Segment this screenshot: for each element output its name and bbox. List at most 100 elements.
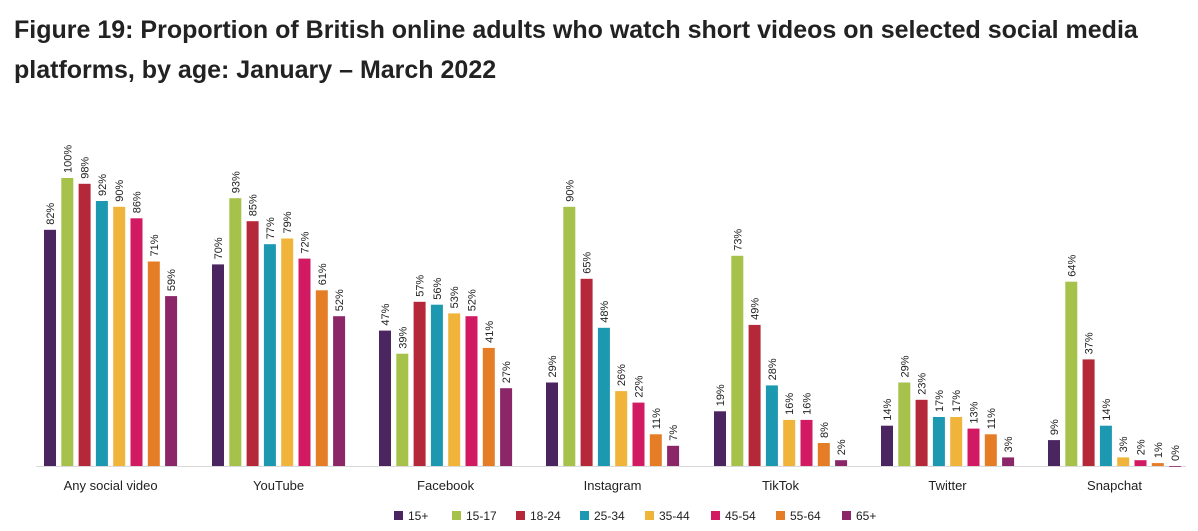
data-label-any-social-video-55-64: 71% [149, 234, 161, 256]
category-label-twitter: Twitter [928, 478, 967, 493]
data-label-any-social-video-15-17: 100% [62, 145, 74, 173]
bar-facebook-65-plus [500, 388, 513, 466]
category-label-facebook: Facebook [417, 478, 475, 493]
bar-instagram-15-17 [563, 206, 576, 467]
bar-instagram-18-24 [580, 278, 593, 466]
data-label-tiktok-35-44: 16% [784, 393, 796, 415]
legend-label-18-24: 18-24 [530, 509, 561, 523]
data-label-snapchat-25-34: 14% [1101, 398, 1113, 420]
data-label-facebook-18-24: 57% [415, 275, 427, 297]
bar-instagram-15-plus [546, 382, 558, 466]
bar-twitter-15-17 [898, 382, 911, 466]
legend-label-65-plus: 65+ [856, 509, 876, 523]
data-label-youtube-55-64: 61% [317, 263, 329, 285]
bar-any-social-video-65-plus [165, 296, 178, 466]
data-label-twitter-65-plus: 3% [1003, 436, 1015, 452]
legend-swatch-18-24 [516, 511, 525, 520]
data-label-snapchat-45-54: 2% [1136, 439, 1148, 455]
legend-label-35-44: 35-44 [659, 509, 690, 523]
data-label-youtube-25-34: 77% [265, 217, 277, 239]
bar-twitter-25-34 [932, 417, 945, 466]
data-label-instagram-25-34: 48% [599, 301, 611, 323]
data-label-twitter-45-54: 13% [969, 401, 981, 423]
bar-instagram-25-34 [597, 327, 610, 466]
data-label-any-social-video-45-54: 86% [132, 191, 144, 213]
data-label-facebook-65-plus: 27% [501, 361, 513, 383]
data-label-youtube-45-54: 72% [300, 231, 312, 253]
data-label-any-social-video-35-44: 90% [114, 180, 126, 202]
legend-swatch-55-64 [776, 511, 785, 520]
legend-label-15-17: 15-17 [466, 509, 497, 523]
data-label-twitter-25-34: 17% [934, 390, 946, 412]
bar-tiktok-55-64 [817, 443, 830, 466]
data-label-facebook-25-34: 56% [432, 277, 444, 299]
bar-twitter-18-24 [915, 399, 928, 466]
bar-youtube-15-17 [229, 198, 242, 466]
bar-tiktok-15-plus [714, 411, 726, 466]
category-label-any-social-video: Any social video [64, 478, 158, 493]
bar-facebook-15-17 [396, 353, 409, 466]
bar-any-social-video-55-64 [147, 261, 160, 466]
bar-youtube-35-44 [281, 238, 294, 466]
bar-tiktok-35-44 [783, 419, 796, 466]
category-label-snapchat: Snapchat [1087, 478, 1142, 493]
data-label-facebook-55-64: 41% [484, 321, 496, 343]
bar-twitter-35-44 [950, 417, 963, 466]
bar-instagram-45-54 [632, 402, 645, 466]
category-label-youtube: YouTube [253, 478, 304, 493]
legend-swatch-15-17 [452, 511, 461, 520]
data-label-any-social-video-65-plus: 59% [166, 269, 178, 291]
data-label-instagram-15-17: 90% [564, 180, 576, 202]
data-label-snapchat-65-plus: 0% [1170, 445, 1182, 461]
bar-snapchat-45-54 [1134, 460, 1147, 466]
bar-any-social-video-25-34 [95, 201, 108, 466]
bar-snapchat-35-44 [1117, 457, 1130, 466]
data-label-youtube-15-plus: 70% [213, 237, 225, 259]
legend-label-55-64: 55-64 [790, 509, 821, 523]
bar-instagram-35-44 [615, 391, 628, 466]
bar-facebook-25-34 [430, 304, 443, 466]
data-label-tiktok-18-24: 49% [750, 298, 762, 320]
bar-youtube-65-plus [333, 316, 346, 466]
bar-any-social-video-15-17 [61, 178, 74, 466]
bar-twitter-45-54 [967, 428, 980, 466]
bar-snapchat-15-plus [1048, 440, 1060, 466]
data-label-twitter-35-44: 17% [951, 390, 963, 412]
data-label-snapchat-55-64: 1% [1153, 442, 1165, 458]
bar-facebook-15-plus [379, 330, 391, 466]
data-label-any-social-video-18-24: 98% [80, 157, 92, 179]
data-label-tiktok-45-54: 16% [802, 393, 814, 415]
data-label-any-social-video-15-plus: 82% [45, 203, 57, 225]
data-label-youtube-15-17: 93% [230, 171, 242, 193]
bar-youtube-45-54 [298, 258, 311, 466]
bar-tiktok-65-plus [835, 460, 848, 466]
data-label-twitter-15-17: 29% [899, 355, 911, 377]
legend-swatch-15-plus [394, 511, 403, 520]
data-label-instagram-45-54: 22% [634, 375, 646, 397]
category-label-tiktok: TikTok [762, 478, 800, 493]
data-label-youtube-18-24: 85% [248, 194, 260, 216]
legend-label-15-plus: 15+ [408, 509, 428, 523]
bar-any-social-video-15-plus [44, 229, 56, 466]
data-label-youtube-65-plus: 52% [334, 289, 346, 311]
data-label-tiktok-15-17: 73% [732, 229, 744, 251]
bar-youtube-25-34 [263, 244, 276, 466]
bar-snapchat-65-plus [1169, 466, 1182, 467]
data-label-facebook-15-17: 39% [397, 326, 409, 348]
legend: 15+ 15-17 18-24 25-34 35-44 45-54 55-64 65+ [394, 509, 876, 523]
legend-swatch-25-34 [580, 511, 589, 520]
data-label-tiktok-15-plus: 19% [715, 384, 727, 406]
bar-youtube-15-plus [212, 264, 224, 466]
data-label-facebook-45-54: 52% [467, 289, 479, 311]
data-label-instagram-35-44: 26% [616, 364, 628, 386]
legend-label-45-54: 45-54 [725, 509, 756, 523]
bar-snapchat-55-64 [1151, 463, 1164, 466]
data-label-snapchat-35-44: 3% [1118, 436, 1130, 452]
data-label-tiktok-65-plus: 2% [836, 439, 848, 455]
data-label-instagram-65-plus: 7% [668, 425, 680, 441]
data-label-facebook-35-44: 53% [449, 286, 461, 308]
bar-youtube-18-24 [246, 221, 259, 466]
bar-facebook-55-64 [482, 347, 495, 466]
bar-layer [44, 178, 1182, 467]
